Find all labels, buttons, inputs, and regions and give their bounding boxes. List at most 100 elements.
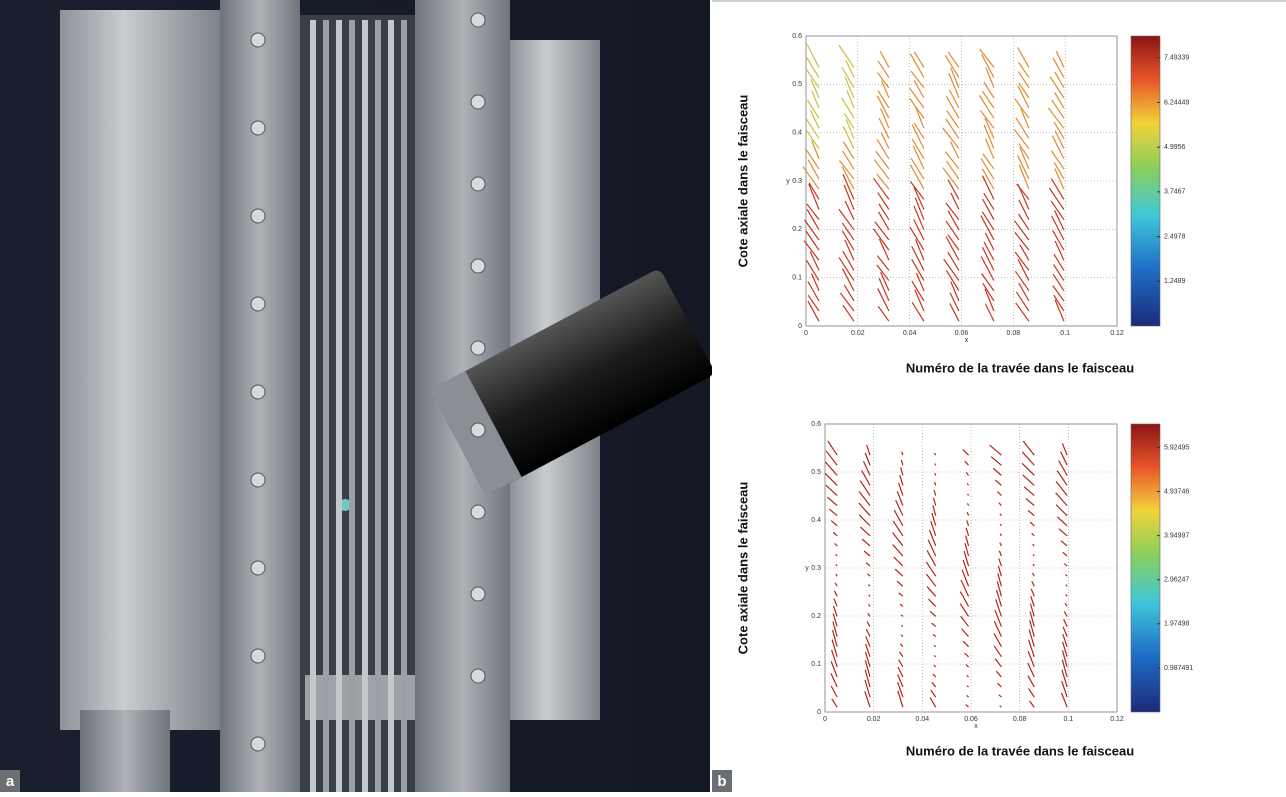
flow-vector <box>929 610 937 617</box>
flow-vector <box>993 633 1002 648</box>
flow-vector <box>1053 264 1065 281</box>
flow-vector <box>984 303 995 322</box>
flow-vector <box>1061 650 1068 668</box>
flow-vector <box>807 300 820 322</box>
flow-vector <box>950 281 960 302</box>
flow-vector <box>984 288 995 312</box>
flow-vector <box>824 461 838 476</box>
flow-vector <box>861 470 871 486</box>
flow-vector <box>966 694 969 698</box>
y-tick-label: 0.4 <box>792 130 802 137</box>
flow-vector <box>897 690 904 708</box>
flow-vector <box>878 203 890 220</box>
flow-vector <box>804 147 820 170</box>
flow-vector <box>875 150 890 170</box>
flow-vector <box>1016 183 1030 200</box>
flow-vector <box>832 621 838 637</box>
flow-vector <box>864 679 871 698</box>
y-axis-letter: y <box>805 565 809 572</box>
flow-vector <box>867 604 871 607</box>
flow-vector <box>913 122 925 139</box>
flow-vector <box>864 691 871 708</box>
flow-vector <box>993 645 1002 658</box>
flow-vector <box>998 550 1002 557</box>
flow-vector <box>932 497 937 506</box>
flow-vector <box>899 474 904 486</box>
flow-vector <box>1027 650 1035 668</box>
flow-vector <box>909 87 925 109</box>
bolt <box>470 504 486 520</box>
flow-vector <box>880 132 890 149</box>
flow-vector <box>835 564 838 567</box>
flow-vector <box>966 675 969 678</box>
flow-vector <box>945 236 960 261</box>
flow-vector <box>1052 285 1065 302</box>
bolt <box>470 668 486 684</box>
flow-vector <box>1014 251 1030 271</box>
y-tick-label: 0 <box>798 323 802 330</box>
flow-vector <box>947 179 960 200</box>
flow-vector <box>981 211 995 231</box>
flow-vector <box>867 573 871 577</box>
flow-vector <box>967 493 970 496</box>
bolt <box>250 208 266 224</box>
flow-vector <box>980 256 995 281</box>
x-tick-label: 0.12 <box>1110 716 1124 723</box>
flow-vector <box>1055 504 1068 517</box>
flow-vector <box>1029 521 1035 527</box>
flow-vector <box>1029 620 1035 637</box>
flow-vector <box>894 568 904 577</box>
flow-vector <box>828 508 838 517</box>
flow-vector <box>858 491 871 506</box>
x-tick-label: 0.04 <box>916 716 930 723</box>
flow-vector <box>981 168 995 190</box>
flow-vector <box>827 440 838 456</box>
colorbar-tick-label: 7.49339 <box>1164 55 1189 62</box>
flow-vector <box>999 533 1002 537</box>
flow-vector <box>900 634 904 638</box>
flow-vector <box>1063 563 1068 567</box>
x-axis-letter: x <box>974 723 978 730</box>
flow-vector <box>843 112 855 129</box>
flow-vector <box>897 666 904 678</box>
flow-vector <box>1062 551 1068 557</box>
flow-vector <box>1025 498 1035 507</box>
y-tick-label: 0.2 <box>811 613 821 620</box>
flow-vector <box>841 66 855 89</box>
flow-vector <box>1017 85 1030 109</box>
flow-vector <box>1031 580 1035 587</box>
flow-vector <box>978 95 995 119</box>
flow-vector <box>842 174 855 200</box>
flow-vector <box>985 67 995 88</box>
flow-vector <box>931 622 937 628</box>
flow-vector <box>876 264 890 281</box>
flow-vector <box>830 673 838 688</box>
flow-vector <box>807 159 820 180</box>
flow-vector <box>1054 92 1065 109</box>
flow-vector <box>878 238 890 261</box>
flow-vector <box>1065 584 1068 587</box>
flow-vector <box>932 633 937 638</box>
flow-vector <box>880 271 890 291</box>
flow-vector <box>1030 588 1035 597</box>
flow-vector <box>898 659 904 668</box>
flow-vector <box>1031 572 1035 577</box>
x-axis-label: Numéro de la travée dans le faisceau <box>906 360 1134 375</box>
flow-vector <box>1052 57 1065 78</box>
flow-vector <box>1054 240 1065 261</box>
flow-vector <box>1052 274 1065 292</box>
x-tick-label: 0.1 <box>1060 330 1070 337</box>
flow-vector <box>943 258 960 281</box>
flow-vector <box>899 643 904 648</box>
flow-vector <box>1031 532 1035 537</box>
flow-vector <box>960 615 970 627</box>
flow-vector <box>843 184 855 210</box>
flow-vector <box>810 273 820 291</box>
flow-vector <box>911 258 925 281</box>
flow-vector <box>864 669 871 688</box>
flow-vector <box>913 51 925 68</box>
flow-vector <box>995 599 1002 617</box>
flow-vector <box>947 51 960 68</box>
flow-vector <box>1014 270 1030 292</box>
